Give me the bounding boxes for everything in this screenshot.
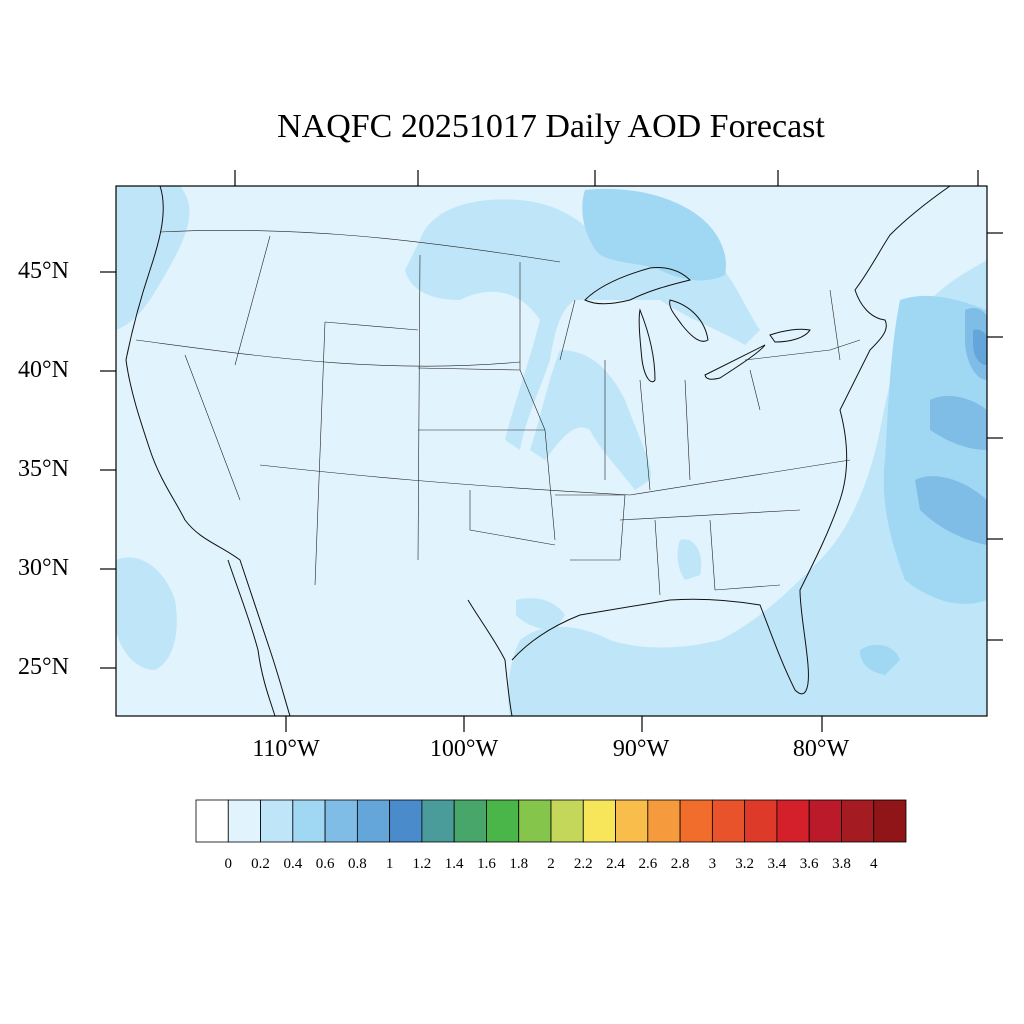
- colorbar-label: 2.8: [670, 856, 690, 872]
- colorbar-swatch: [647, 799, 681, 843]
- aod-field: [116, 186, 987, 716]
- colorbar-swatch: [582, 799, 616, 843]
- colorbar-label: 2.2: [573, 856, 593, 872]
- lake-ontario: [769, 328, 811, 343]
- lat-label-30: 30°N: [18, 555, 69, 581]
- lake-superior: [584, 267, 691, 305]
- colorbar-swatch: [356, 799, 391, 843]
- colorbar-label: 1: [385, 856, 394, 872]
- colorbar-swatch: [292, 799, 326, 843]
- colorbar-label: 1.4: [444, 856, 464, 872]
- colorbar-swatch: [679, 799, 713, 843]
- colorbar-label: 3.2: [735, 856, 754, 872]
- colorbar-label: 0: [224, 856, 233, 872]
- lake-michigan: [638, 308, 656, 383]
- colorbar-swatch: [421, 799, 455, 843]
- colorbar-label: 0.6: [315, 856, 335, 872]
- lat-label-25: 25°N: [18, 654, 69, 680]
- colorbar-swatch: [841, 799, 875, 843]
- colorbar-label: 2.6: [638, 856, 658, 872]
- colorbar-label: 0.8: [347, 856, 367, 872]
- axis-ticks: [100, 170, 1003, 732]
- colorbar-swatch: [550, 799, 584, 843]
- lat-label-40: 40°N: [18, 357, 69, 383]
- aod-region-atlantic-3: [915, 476, 987, 545]
- colorbar-label: 3.8: [832, 856, 851, 872]
- colorbar-label: 1.6: [477, 856, 496, 872]
- colorbar-label: 4: [869, 856, 878, 872]
- aod-region-mississippi: [530, 350, 651, 490]
- aod-region-bahamas: [860, 644, 900, 675]
- aod-region-atlantic-core: [973, 329, 987, 366]
- colorbar-swatch: [776, 799, 810, 843]
- colorbar-label: 1.8: [509, 856, 529, 872]
- lon-label-100w: 100°W: [429, 736, 499, 762]
- map-title: NAQFC 20251017 Daily AOD Forecast: [277, 108, 825, 145]
- colorbar-label: 3.4: [767, 856, 787, 872]
- aod-region-great-lakes: [582, 188, 726, 281]
- aod-region-alabama: [677, 539, 702, 580]
- lon-label-90w: 90°W: [612, 736, 670, 762]
- colorbar-label: 0.4: [283, 856, 303, 872]
- colorbar-swatch: [453, 799, 487, 843]
- aod-region-south-texas: [516, 598, 565, 630]
- colorbar-label: 1.2: [412, 856, 432, 872]
- aod-region-gulf: [508, 260, 987, 716]
- colorbar-swatch: [518, 799, 552, 843]
- aod-region-west-coast: [116, 186, 190, 330]
- lon-label-110w: 110°W: [252, 736, 320, 762]
- coastline: [125, 186, 951, 716]
- lat-label-45: 45°N: [18, 258, 69, 284]
- colorbar-swatch: [486, 799, 520, 843]
- colorbar-swatch: [744, 799, 778, 843]
- colorbar-swatch: [615, 799, 649, 843]
- colorbar-swatch: [324, 799, 358, 843]
- lake-huron: [669, 299, 709, 342]
- colorbar-label: 3: [708, 856, 717, 872]
- colorbar-label: 2: [547, 856, 555, 872]
- lon-label-80w: 80°W: [792, 736, 850, 762]
- lake-erie: [704, 344, 766, 380]
- aod-region-baja: [116, 557, 177, 670]
- colorbar-swatch: [711, 799, 746, 843]
- lat-label-35: 35°N: [18, 456, 69, 482]
- colorbar-swatch: [808, 799, 842, 843]
- aod-region-atlantic-2: [930, 395, 987, 450]
- colorbar-label: 0.2: [251, 856, 270, 872]
- colorbar-swatch: [389, 799, 423, 843]
- colorbar-swatch: [195, 799, 229, 843]
- colorbar-label: 3.6: [799, 856, 819, 872]
- colorbar-label: 2.4: [606, 856, 625, 872]
- colorbar-swatch: [227, 799, 261, 843]
- map-frame: [115, 185, 988, 717]
- colorbar-swatch: [873, 799, 907, 843]
- state-borders: [135, 229, 861, 596]
- colorbar-swatch: [260, 799, 294, 843]
